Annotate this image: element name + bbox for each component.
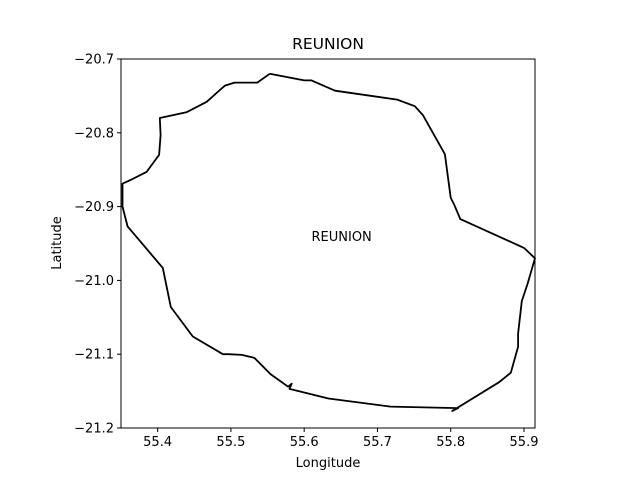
x-tick-label: 55.7 (363, 435, 392, 450)
plot-frame (120, 58, 536, 429)
map-title: REUNION (292, 35, 364, 53)
y-tick-label: −20.9 (74, 200, 114, 215)
y-tick-label: −21.1 (74, 348, 114, 363)
x-axis-ticks: 55.4 55.5 55.6 55.7 55.8 55.9 (143, 428, 538, 450)
y-axis-label: Latitude (50, 216, 65, 270)
x-tick-label: 55.9 (510, 435, 539, 450)
x-tick-label: 55.6 (290, 435, 319, 450)
x-tick-label: 55.5 (216, 435, 245, 450)
y-tick-label: −20.7 (74, 53, 114, 68)
x-tick-label: 55.4 (143, 435, 172, 450)
x-axis-label: Longitude (296, 456, 361, 471)
y-axis-ticks: −21.2 −21.1 −21.0 −20.9 −20.8 −20.7 (74, 53, 121, 437)
reunion-island-outline (121, 72, 536, 412)
y-tick-label: −20.8 (74, 126, 114, 141)
y-tick-label: −21.2 (74, 422, 114, 437)
region-label: REUNION (312, 230, 372, 245)
x-tick-label: 55.8 (436, 435, 465, 450)
y-tick-label: −21.0 (74, 274, 114, 289)
